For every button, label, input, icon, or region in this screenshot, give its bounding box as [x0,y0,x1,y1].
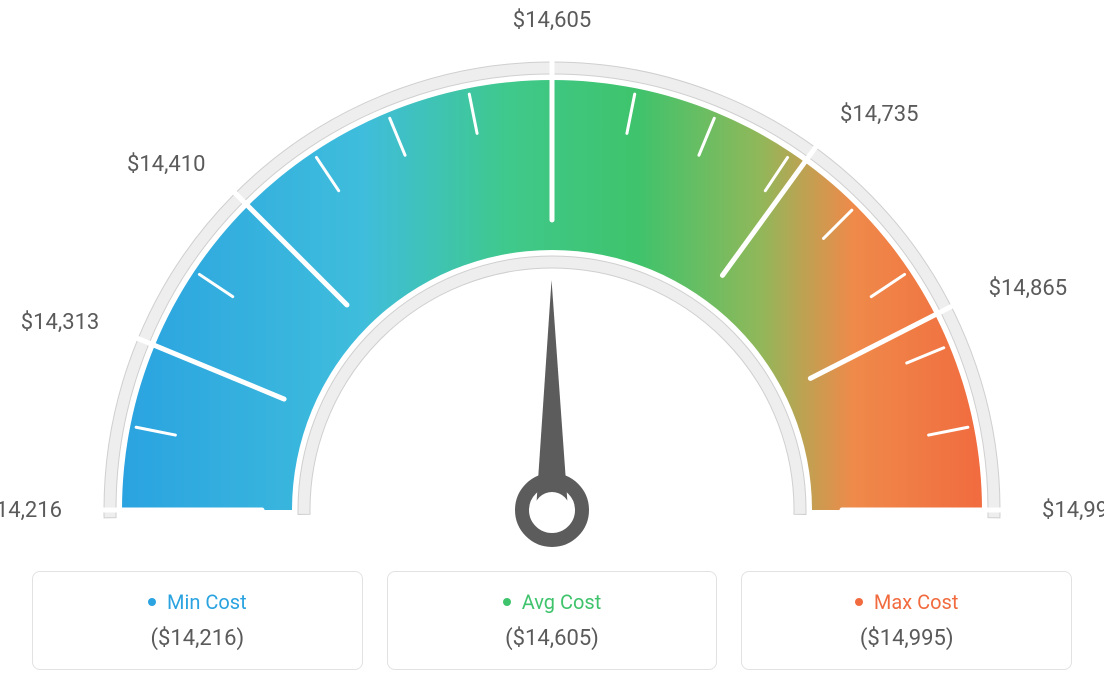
legend-card-min: Min Cost ($14,216) [32,571,363,670]
gauge-svg [0,0,1104,560]
legend-value-max: ($14,995) [752,626,1061,651]
legend-title-max: Max Cost [752,590,1061,614]
dot-icon-avg [503,598,511,606]
legend-card-max: Max Cost ($14,995) [741,571,1072,670]
legend-value-min: ($14,216) [43,626,352,651]
gauge-tick-label: $14,995 [1042,498,1104,523]
gauge-tick-label: $14,313 [9,310,99,335]
gauge-tick-label: $14,605 [507,8,597,33]
gauge-area: $14,216 $14,313 $14,410 $14,605 $14,735 $14,8… [0,0,1104,560]
legend-label-avg: Avg Cost [522,590,602,614]
dot-icon-max [855,598,863,606]
legend-label-min: Min Cost [167,590,247,614]
gauge-tick-label: $14,865 [989,276,1068,301]
legend-label-max: Max Cost [874,590,959,614]
legend-card-avg: Avg Cost ($14,605) [387,571,718,670]
legend-title-min: Min Cost [43,590,352,614]
gauge-tick-label: $14,216 [0,498,62,523]
legend-value-avg: ($14,605) [398,626,707,651]
cost-gauge-widget: $14,216 $14,313 $14,410 $14,605 $14,735 $14,8… [0,0,1104,690]
gauge-tick-label: $14,735 [840,102,919,127]
legend-title-avg: Avg Cost [398,590,707,614]
legend-row: Min Cost ($14,216) Avg Cost ($14,605) Ma… [32,571,1072,670]
dot-icon-min [148,598,156,606]
gauge-tick-label: $14,410 [116,152,206,177]
